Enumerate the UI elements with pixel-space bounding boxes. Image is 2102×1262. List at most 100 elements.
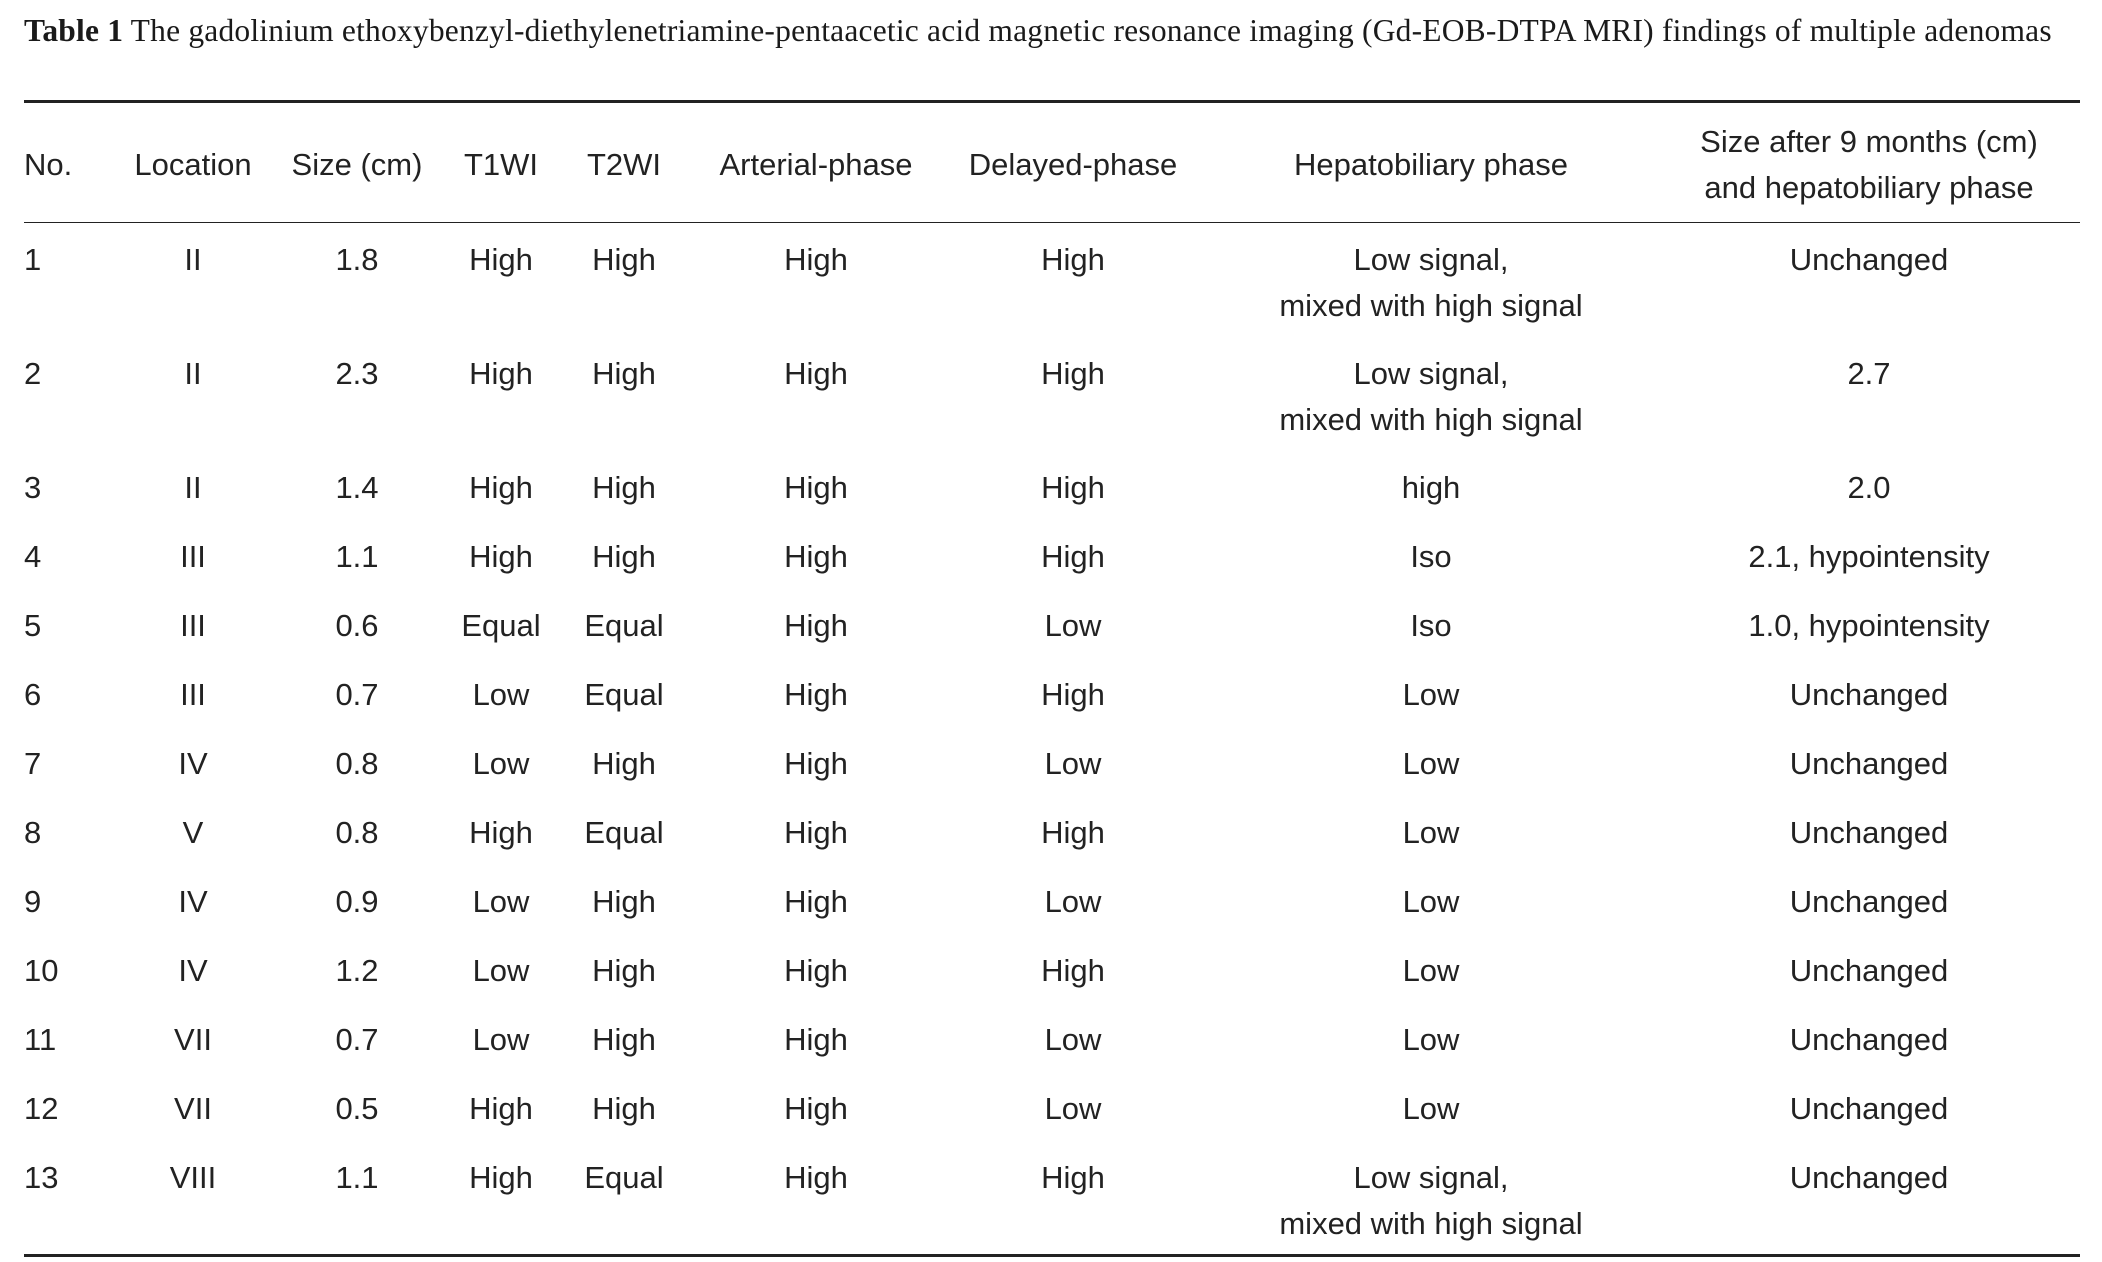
cell-no: 9: [24, 884, 42, 919]
cell-hepatobiliary-phase: Low signal, mixed with high signal: [1204, 223, 1658, 338]
cell-hepatobiliary-phase: Iso: [1204, 520, 1658, 589]
cell-hepatobiliary-line1: Low signal,: [1353, 1160, 1509, 1195]
cell-no: 12: [24, 1091, 59, 1126]
cell-delayed-phase: High: [1041, 242, 1105, 277]
cell-size: 0.9: [335, 884, 379, 919]
cell-hepatobiliary-line1: high: [1401, 470, 1461, 505]
cell-arterial-phase: High: [784, 1160, 848, 1195]
cell-arterial-phase: High: [784, 470, 848, 505]
cell-delayed-phase: Low: [1044, 884, 1102, 919]
cell-size: 1.4: [335, 470, 379, 505]
cell-t2wi: High: [592, 242, 656, 277]
cell-hepatobiliary-line1: Low: [1402, 1091, 1460, 1126]
cell-delayed-phase: High: [1041, 356, 1105, 391]
table-row: 12 VII 0.5 High High High Low Low Unchanged: [24, 1072, 2080, 1141]
cell-no: 5: [24, 608, 42, 643]
header-location: Location: [116, 108, 270, 223]
header-t1wi: T1WI: [444, 108, 558, 223]
cell-t2wi: Equal: [584, 677, 664, 712]
cell-size-after-9-months: Unchanged: [1789, 884, 1949, 919]
cell-size-after-9-months: Unchanged: [1789, 746, 1949, 781]
cell-t2wi: High: [592, 884, 656, 919]
cell-hepatobiliary-phase: Low signal, mixed with high signal: [1204, 1141, 1658, 1251]
table-row: 13 VIII 1.1 High Equal High High Low signal, mix…: [24, 1141, 2080, 1251]
cell-size-after-9-months: 2.7: [1847, 356, 1891, 391]
cell-t2wi: High: [592, 356, 656, 391]
cell-size-after-9-months: Unchanged: [1789, 1022, 1949, 1057]
table-caption-label: Table 1: [24, 13, 124, 48]
cell-delayed-phase: Low: [1044, 1091, 1102, 1126]
cell-arterial-phase: High: [784, 1091, 848, 1126]
cell-location: II: [184, 242, 202, 277]
cell-size: 1.8: [335, 242, 379, 277]
cell-size-after-9-months: Unchanged: [1789, 677, 1949, 712]
table-row: 7 IV 0.8 Low High High Low Low Unchanged: [24, 727, 2080, 796]
cell-size-after-9-months: Unchanged: [1789, 815, 1949, 850]
cell-size: 0.5: [335, 1091, 379, 1126]
header-t2wi: T2WI: [558, 108, 690, 223]
cell-t1wi: Low: [472, 746, 530, 781]
cell-size: 0.6: [335, 608, 379, 643]
cell-hepatobiliary-phase: high: [1204, 451, 1658, 520]
cell-hepatobiliary-line2: mixed with high signal: [1279, 1206, 1583, 1241]
cell-arterial-phase: High: [784, 677, 848, 712]
cell-hepatobiliary-phase: Low signal, mixed with high signal: [1204, 337, 1658, 451]
cell-t1wi: Low: [472, 1022, 530, 1057]
table-body: 1 II 1.8 High High High High Low signal, mixed w…: [24, 223, 2080, 1252]
cell-size-after-9-months: Unchanged: [1789, 242, 1949, 277]
cell-location: III: [180, 608, 206, 643]
header-arterial-phase: Arterial-phase: [690, 108, 942, 223]
cell-t1wi: Equal: [461, 608, 541, 643]
findings-table: No. Location Size (cm) T1WI T2WI Arteria…: [24, 108, 2080, 1251]
table-row: 2 II 2.3 High High High High Low signal, mixed w…: [24, 337, 2080, 451]
cell-t2wi: High: [592, 1022, 656, 1057]
cell-size: 1.2: [335, 953, 379, 988]
cell-size: 2.3: [335, 356, 379, 391]
cell-t1wi: High: [469, 242, 533, 277]
cell-no: 7: [24, 746, 42, 781]
cell-hepatobiliary-line2: mixed with high signal: [1279, 402, 1583, 437]
cell-size: 1.1: [335, 1160, 379, 1195]
cell-no: 11: [24, 1022, 57, 1057]
cell-delayed-phase: High: [1041, 470, 1105, 505]
cell-location: IV: [178, 953, 208, 988]
header-size-after-9-months: Size after 9 months (cm) and hepatobiliar…: [1658, 108, 2080, 223]
header-no: No.: [24, 108, 116, 223]
cell-no: 6: [24, 677, 42, 712]
cell-delayed-phase: High: [1041, 815, 1105, 850]
cell-location: II: [184, 470, 202, 505]
table-header: No. Location Size (cm) T1WI T2WI Arteria…: [24, 108, 2080, 223]
cell-no: 10: [24, 953, 59, 988]
header-size: Size (cm): [270, 108, 444, 223]
table-row: 5 III 0.6 Equal Equal High Low Iso 1.0, hypointe…: [24, 589, 2080, 658]
cell-delayed-phase: Low: [1044, 608, 1102, 643]
header-row: No. Location Size (cm) T1WI T2WI Arteria…: [24, 108, 2080, 223]
cell-t1wi: Low: [472, 677, 530, 712]
cell-arterial-phase: High: [784, 884, 848, 919]
cell-size: 0.7: [335, 1022, 379, 1057]
cell-hepatobiliary-line1: Low: [1402, 1022, 1460, 1057]
cell-t2wi: Equal: [584, 815, 664, 850]
table-row: 6 III 0.7 Low Equal High High Low Unchanged: [24, 658, 2080, 727]
cell-arterial-phase: High: [784, 746, 848, 781]
header-size-after-line1: Size after 9 months (cm): [1700, 124, 2038, 159]
header-size-after-line2: and hepatobiliary phase: [1704, 170, 2034, 205]
cell-location: III: [180, 677, 206, 712]
cell-size-after-9-months: Unchanged: [1789, 953, 1949, 988]
cell-delayed-phase: Low: [1044, 1022, 1102, 1057]
cell-hepatobiliary-phase: Low: [1204, 1003, 1658, 1072]
cell-arterial-phase: High: [784, 539, 848, 574]
cell-location: IV: [178, 746, 208, 781]
cell-location: IV: [178, 884, 208, 919]
cell-size-after-9-months: 2.0: [1847, 470, 1891, 505]
table-row: 4 III 1.1 High High High High Iso 2.1, hypointen…: [24, 520, 2080, 589]
cell-no: 2: [24, 356, 42, 391]
cell-t2wi: High: [592, 1091, 656, 1126]
cell-delayed-phase: High: [1041, 1160, 1105, 1195]
cell-hepatobiliary-line1: Low signal,: [1353, 356, 1509, 391]
cell-hepatobiliary-line2: mixed with high signal: [1279, 288, 1583, 323]
cell-hepatobiliary-line1: Low: [1402, 815, 1460, 850]
cell-location: VII: [174, 1022, 212, 1057]
cell-delayed-phase: High: [1041, 677, 1105, 712]
cell-t1wi: High: [469, 356, 533, 391]
